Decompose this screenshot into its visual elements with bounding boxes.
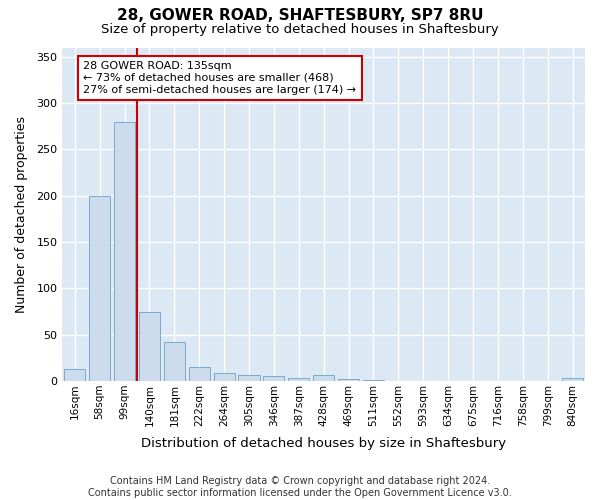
Bar (338, 379, 359, 381)
Text: 28, GOWER ROAD, SHAFTESBURY, SP7 8RU: 28, GOWER ROAD, SHAFTESBURY, SP7 8RU (117, 8, 483, 22)
Bar (288, 378, 310, 381)
Bar (238, 376, 260, 381)
X-axis label: Distribution of detached houses by size in Shaftesbury: Distribution of detached houses by size … (141, 437, 506, 450)
Bar (214, 372, 235, 381)
Bar (139, 312, 160, 381)
Bar (263, 376, 284, 381)
Bar (89, 196, 110, 381)
Bar (313, 376, 334, 381)
Bar (64, 369, 85, 381)
Text: 28 GOWER ROAD: 135sqm
← 73% of detached houses are smaller (468)
27% of semi-det: 28 GOWER ROAD: 135sqm ← 73% of detached … (83, 62, 356, 94)
Bar (562, 378, 583, 381)
Bar (188, 367, 210, 381)
Text: Size of property relative to detached houses in Shaftesbury: Size of property relative to detached ho… (101, 22, 499, 36)
Y-axis label: Number of detached properties: Number of detached properties (15, 116, 28, 312)
Bar (164, 342, 185, 381)
Text: Contains HM Land Registry data © Crown copyright and database right 2024.
Contai: Contains HM Land Registry data © Crown c… (88, 476, 512, 498)
Bar (114, 122, 135, 381)
Bar (363, 380, 384, 381)
